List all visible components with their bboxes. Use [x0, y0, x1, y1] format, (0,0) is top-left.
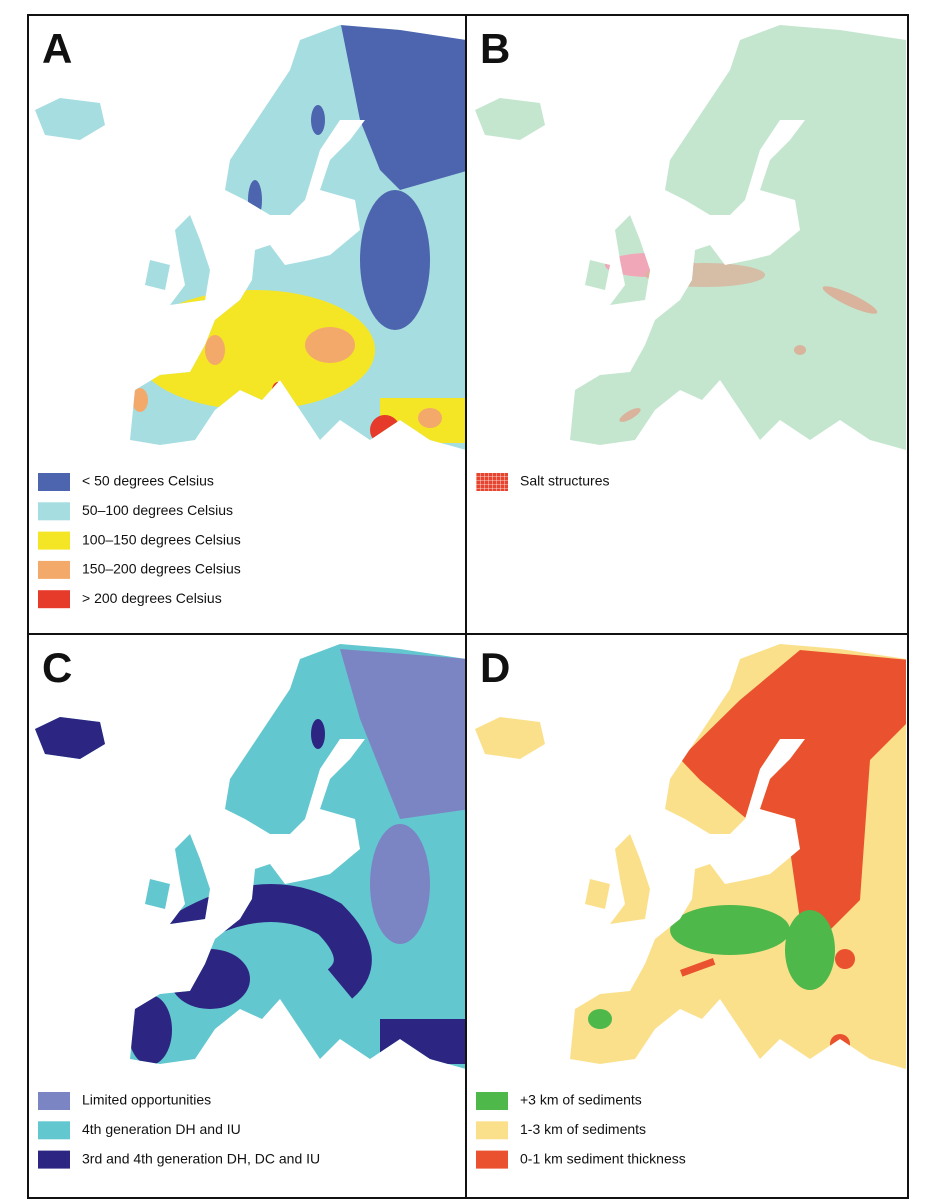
legend-label: 50–100 degrees Celsius: [82, 502, 233, 518]
legend-swatch: [38, 473, 70, 491]
frame: [27, 14, 909, 1199]
legend-swatch: [476, 1092, 508, 1110]
legend-swatch: [476, 1150, 508, 1169]
legend-label: +3 km of sediments: [520, 1092, 642, 1108]
panel-letter: A: [42, 25, 72, 72]
legend-swatch: [476, 1121, 508, 1140]
legend-label: 0-1 km sediment thickness: [520, 1150, 686, 1166]
legend-swatch: [476, 473, 508, 491]
legend-label: Salt structures: [520, 473, 609, 489]
legend-label: 150–200 degrees Celsius: [82, 561, 241, 577]
legend-swatch: [38, 560, 70, 579]
legend-swatch: [38, 590, 70, 609]
legend-swatch: [38, 531, 70, 550]
legend-swatch: [38, 1121, 70, 1140]
legend-label: < 50 degrees Celsius: [82, 473, 214, 489]
panel-letter: D: [480, 644, 510, 691]
legend-label: 1-3 km of sediments: [520, 1121, 646, 1137]
panel-letter: B: [480, 25, 510, 72]
map-d: [475, 644, 906, 1069]
legend-label: 100–150 degrees Celsius: [82, 531, 241, 547]
legend-label: > 200 degrees Celsius: [82, 590, 222, 606]
labels: A < 50 degrees Celsius 50–100 degrees Cels…: [38, 25, 686, 1169]
legend-label: 4th generation DH and IU: [82, 1121, 241, 1137]
legend-swatch: [38, 1150, 70, 1169]
legend-label: 3rd and 4th generation DH, DC and IU: [82, 1150, 320, 1166]
panel-letter: C: [42, 644, 72, 691]
legend-label: Limited opportunities: [82, 1092, 211, 1108]
legend-swatch: [38, 1092, 70, 1110]
legend-swatch: [38, 502, 70, 521]
